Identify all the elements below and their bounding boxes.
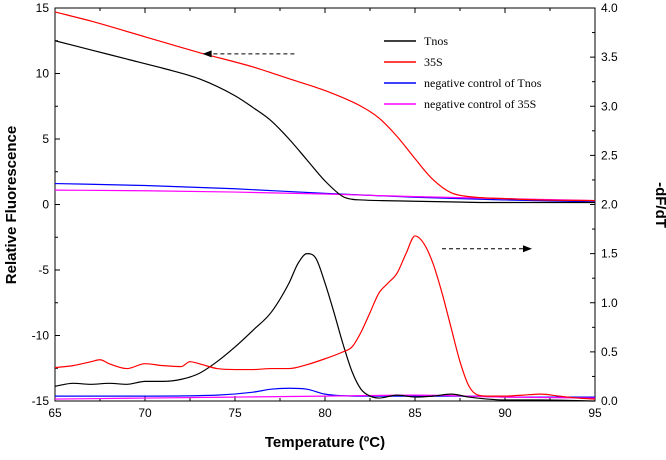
y-right-tick-label: 2.0 xyxy=(601,198,618,212)
y-left-tick-label: 0 xyxy=(42,198,49,212)
x-tick-label: 80 xyxy=(318,406,332,420)
y-left-tick-label: -5 xyxy=(38,263,49,277)
y-left-tick-label: 10 xyxy=(36,67,50,81)
series-line-tnos-left-axis xyxy=(54,40,595,204)
legend-label: negative control of 35S xyxy=(424,97,536,111)
series-line-negative-control-of-tnos-left-axis xyxy=(54,182,596,203)
series-lines xyxy=(54,11,596,402)
legend-entry-tnos: Tnos xyxy=(384,34,448,48)
x-tick-label: 65 xyxy=(48,406,62,420)
x-tick-label: 90 xyxy=(498,406,512,420)
legend-entry-negative-control-of-35s: negative control of 35S xyxy=(384,97,536,111)
y-right-tick-label: 0.5 xyxy=(601,345,618,359)
y-right-tick-label: 0.0 xyxy=(601,394,618,408)
y-right-tick-label: 4.0 xyxy=(601,1,618,15)
axes: 65 70 75 80 85 90 95 15 10 5 0 -5 -10 -15 4.0 3.5 3.0 2.5… xyxy=(32,1,618,420)
y-right-tick-label: 3.0 xyxy=(601,99,618,113)
legend-entry-35s: 35S xyxy=(384,55,443,69)
dashed-arrow-head xyxy=(523,245,532,253)
y-left-tick-label: -15 xyxy=(32,394,50,408)
y-right-tick-label: 3.5 xyxy=(601,50,618,64)
series-line-negative-control-of-35s-right-axis xyxy=(54,394,596,400)
annotations xyxy=(202,50,532,253)
series-line-35s-right-axis xyxy=(54,235,596,400)
y-right-tick-label: 1.0 xyxy=(601,296,618,310)
y-right-tick-label: 2.5 xyxy=(601,148,618,162)
dashed-arrow-left xyxy=(202,50,295,58)
y-left-tick-label: -10 xyxy=(32,329,50,343)
x-tick-label: 75 xyxy=(228,406,242,420)
x-tick-label: 95 xyxy=(588,406,602,420)
legend-label: Tnos xyxy=(424,34,448,48)
legend-label: negative control of Tnos xyxy=(424,76,542,90)
series-line-tnos-right-axis xyxy=(54,253,596,402)
x-axis-title: Temperature (ºC) xyxy=(265,434,385,451)
x-tick-label: 70 xyxy=(138,406,152,420)
y-left-tick-label: 5 xyxy=(42,132,49,146)
legend-entry-negative-control-of-tnos: negative control of Tnos xyxy=(384,76,542,90)
legend: Tnos 35S negative control of Tnos negative … xyxy=(384,34,542,111)
y-axis-title-right: -dF/dT xyxy=(652,182,666,228)
y-axis-title-left: Relative Fluorescence xyxy=(3,126,20,284)
legend-label: 35S xyxy=(424,55,443,69)
y-right-tick-label: 1.5 xyxy=(601,247,618,261)
plot-area-frame xyxy=(54,7,596,402)
x-tick-label: 85 xyxy=(408,406,422,420)
y-left-tick-label: 15 xyxy=(36,1,50,15)
dashed-arrow-right xyxy=(442,245,532,253)
dashed-arrow-head xyxy=(202,50,212,58)
series-line-35s-left-axis xyxy=(54,11,596,202)
